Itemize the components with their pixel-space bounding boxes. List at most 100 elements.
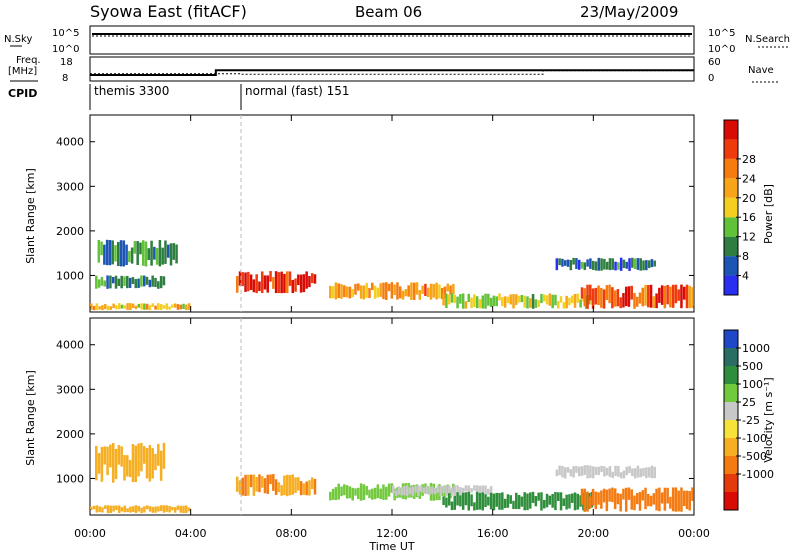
echo-cell xyxy=(498,493,501,510)
echo-cell xyxy=(134,279,138,289)
echo-cell xyxy=(650,465,654,479)
echo-cell xyxy=(580,261,584,269)
colorbar-tick-label: 25 xyxy=(742,396,756,409)
echo-cell xyxy=(439,485,443,497)
echo-cell xyxy=(365,282,368,298)
echo-cell xyxy=(414,485,417,493)
echo-cell xyxy=(631,257,634,268)
echo-cell xyxy=(487,488,490,495)
echo-cell xyxy=(594,491,598,510)
nave-steps xyxy=(90,70,694,75)
echo-cell xyxy=(449,489,452,499)
colorbar-swatch xyxy=(724,492,738,510)
colorbar-swatch xyxy=(724,474,738,492)
echo-cell xyxy=(362,285,366,300)
echo-cell xyxy=(584,295,588,309)
echo-cell xyxy=(495,296,498,307)
echo-cell xyxy=(464,301,468,309)
echo-cell xyxy=(605,489,609,512)
echo-cell xyxy=(100,276,104,286)
xtick-label: 04:00 xyxy=(175,527,207,540)
xtick-label: 00:00 xyxy=(678,527,710,540)
echo-cell xyxy=(379,488,382,500)
echo-cell xyxy=(157,303,160,310)
colorbar-swatch xyxy=(724,197,738,218)
echo-cell xyxy=(103,304,107,310)
echo-cell xyxy=(647,467,651,478)
colorbar-swatch xyxy=(724,330,738,348)
echo-cell xyxy=(653,260,656,267)
nave-tick-low: 0 xyxy=(708,73,714,84)
echo-cell xyxy=(666,487,669,504)
echo-cell xyxy=(401,290,405,300)
echo-cell xyxy=(425,485,429,495)
echo-cell xyxy=(128,251,131,263)
echo-cell xyxy=(148,305,152,311)
freq-unit-label: [MHz] xyxy=(8,66,37,77)
echo-cell xyxy=(387,483,391,497)
echo-cell xyxy=(148,279,152,288)
echo-cell xyxy=(159,505,163,512)
cpid-program-1: normal (fast) 151 xyxy=(245,84,349,98)
echo-cell xyxy=(566,467,570,473)
echo-cell xyxy=(134,305,138,310)
echo-cell xyxy=(644,487,647,510)
echo-cell xyxy=(569,259,573,271)
echo-cell xyxy=(359,483,363,501)
echo-cell xyxy=(432,483,436,501)
echo-cell xyxy=(453,495,457,510)
echo-cell xyxy=(97,453,101,474)
echo-cell xyxy=(150,240,153,266)
echo-cell xyxy=(545,493,549,508)
echo-cell xyxy=(447,485,451,497)
echo-cell xyxy=(625,466,629,476)
echo-cell xyxy=(415,282,419,295)
echo-cell xyxy=(597,285,600,306)
echo-cell xyxy=(450,293,454,303)
echo-cell xyxy=(456,492,459,506)
echo-cell xyxy=(641,287,645,307)
echo-cell xyxy=(641,490,645,501)
echo-cell xyxy=(134,505,138,514)
echo-cell xyxy=(517,494,521,510)
echo-cell xyxy=(187,507,191,512)
echo-cell xyxy=(90,506,93,510)
echo-cell xyxy=(131,506,135,513)
echo-cell xyxy=(101,507,104,513)
echo-cell xyxy=(139,242,142,255)
echo-cell xyxy=(580,287,584,299)
echo-cell xyxy=(120,304,124,309)
echo-cell xyxy=(403,486,406,496)
echo-cell xyxy=(173,303,177,308)
echo-cell xyxy=(650,259,654,268)
echo-cell xyxy=(396,487,399,498)
echo-cell xyxy=(636,465,640,478)
echo-cell xyxy=(269,271,272,282)
echo-cell xyxy=(559,492,563,511)
echo-cell xyxy=(120,446,123,467)
echo-cell xyxy=(481,295,484,309)
echo-cell xyxy=(586,465,589,479)
echo-cell xyxy=(100,446,104,482)
colorbar-swatch xyxy=(724,366,738,384)
echo-cell xyxy=(580,488,584,505)
echo-cell xyxy=(551,294,554,309)
echo-cell xyxy=(645,260,648,271)
echo-cell xyxy=(153,246,156,260)
echo-cell xyxy=(526,296,529,309)
echo-cell xyxy=(140,442,143,472)
echo-cell xyxy=(613,488,617,510)
echo-cell xyxy=(671,284,675,308)
echo-cell xyxy=(305,271,308,289)
echo-cell xyxy=(158,239,162,267)
colorbar-swatch xyxy=(724,275,738,295)
echo-cell xyxy=(334,282,338,300)
echo-cell xyxy=(594,261,598,271)
echo-cell xyxy=(600,465,603,472)
colorbar-swatch xyxy=(724,120,738,140)
echo-cell xyxy=(291,474,295,495)
echo-cell xyxy=(187,303,191,310)
echo-cell xyxy=(155,247,159,265)
echo-cell xyxy=(171,304,174,308)
colorbar-tick-label: 4 xyxy=(742,270,749,283)
